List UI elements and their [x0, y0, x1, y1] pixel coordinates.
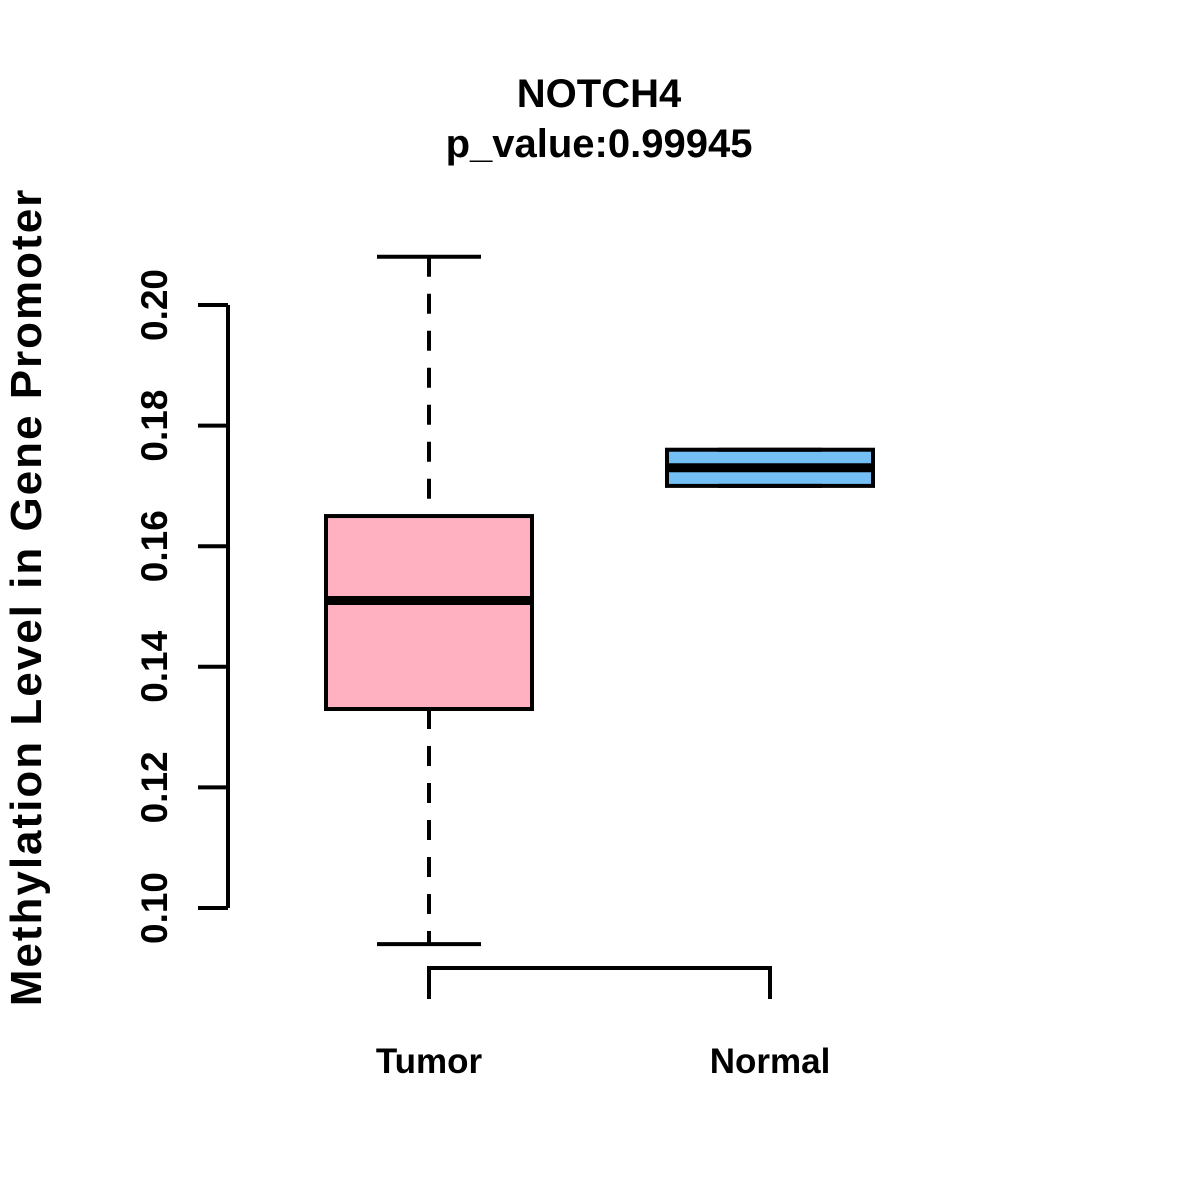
x-category-label-tumor: Tumor: [376, 1042, 483, 1081]
box-normal: [665, 447, 875, 488]
y-tick-label: 0.16: [134, 510, 175, 582]
y-tick-label: 0.12: [134, 751, 175, 823]
y-tick-label: 0.20: [134, 269, 175, 341]
box-rect: [324, 514, 534, 712]
y-axis-label: Methylation Level in Gene Promoter: [2, 188, 51, 1007]
chart-subtitle: p_value:0.99945: [446, 122, 753, 166]
box-tumor: [324, 254, 534, 947]
chart-title: NOTCH4: [517, 72, 682, 116]
x-axis-bracket: [427, 966, 772, 999]
plot-area: 0.10 0.12 0.14 0.16 0.18 0.20: [134, 254, 875, 999]
y-tick-label: 0.14: [134, 630, 175, 702]
y-tick-label: 0.10: [134, 872, 175, 944]
x-category-label-normal: Normal: [710, 1042, 831, 1081]
y-tick-label: 0.18: [134, 390, 175, 462]
